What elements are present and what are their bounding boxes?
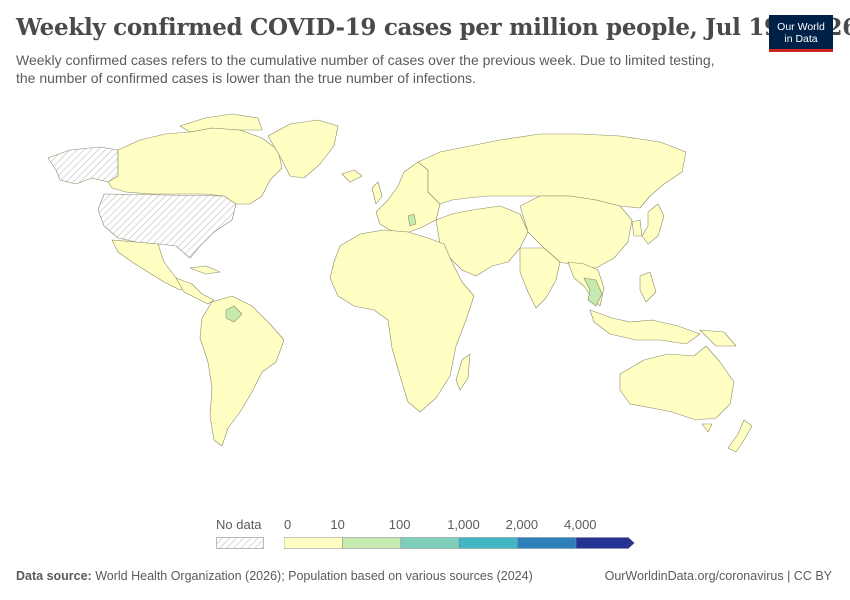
country-arctic-islands[interactable]	[179, 113, 263, 133]
country-russia[interactable]	[417, 133, 687, 209]
country-tasmania[interactable]	[701, 423, 713, 433]
country-suriname[interactable]	[225, 305, 243, 323]
legend-swatch-4	[517, 537, 577, 549]
country-png[interactable]	[699, 329, 737, 347]
legend-tick-5: 4,000	[564, 517, 597, 532]
country-thailand[interactable]	[583, 277, 603, 307]
country-korea[interactable]	[631, 219, 643, 237]
legend-swatch-2	[400, 537, 460, 549]
legend-swatch-0	[284, 537, 343, 549]
legend-swatch-1	[342, 537, 402, 549]
country-greenland[interactable]	[267, 119, 339, 179]
country-canada[interactable]	[107, 127, 283, 205]
footer-link[interactable]: OurWorldinData.org/coronavirus | CC BY	[604, 569, 832, 583]
country-iceland[interactable]	[341, 169, 363, 183]
country-madagascar[interactable]	[455, 353, 471, 391]
country-usa[interactable]	[97, 193, 237, 259]
country-central-america[interactable]	[175, 277, 215, 305]
country-philippines[interactable]	[639, 271, 657, 303]
world-map[interactable]	[0, 100, 850, 510]
country-new-zealand[interactable]	[727, 419, 753, 453]
source-text: World Health Organization (2026); Popula…	[95, 569, 533, 583]
country-middle-east[interactable]	[435, 205, 529, 277]
country-alaska[interactable]	[47, 146, 119, 185]
country-africa[interactable]	[329, 229, 475, 413]
logo-line-2: in Data	[784, 33, 818, 45]
country-south-america[interactable]	[199, 295, 285, 447]
source-label: Data source:	[16, 569, 92, 583]
country-australia[interactable]	[619, 345, 735, 421]
legend-nodata-label: No data	[216, 517, 262, 532]
country-cuba[interactable]	[189, 265, 221, 275]
legend-color-bar	[284, 537, 635, 549]
legend-tick-3: 1,000	[447, 517, 480, 532]
legend-tick-4: 2,000	[505, 517, 539, 532]
footer-source: Data source: World Health Organization (…	[16, 569, 533, 583]
country-balkans[interactable]	[407, 213, 417, 227]
owid-logo[interactable]: Our World in Data	[769, 15, 833, 52]
chart-title: Weekly confirmed COVID-19 cases per mill…	[16, 14, 850, 41]
country-uk[interactable]	[371, 181, 383, 205]
country-indonesia[interactable]	[589, 309, 701, 345]
legend-nodata-swatch	[216, 537, 264, 549]
legend-swatch-5	[575, 537, 635, 549]
legend-swatch-3	[458, 537, 518, 549]
logo-line-1: Our World	[777, 21, 825, 33]
country-india[interactable]	[519, 247, 561, 309]
legend-tick-1: 10	[330, 517, 345, 532]
chart-subtitle: Weekly confirmed cases refers to the cum…	[16, 52, 715, 86]
legend-tick-2: 100	[388, 517, 411, 532]
country-japan[interactable]	[641, 203, 665, 245]
legend-tick-0: 0	[284, 517, 292, 532]
